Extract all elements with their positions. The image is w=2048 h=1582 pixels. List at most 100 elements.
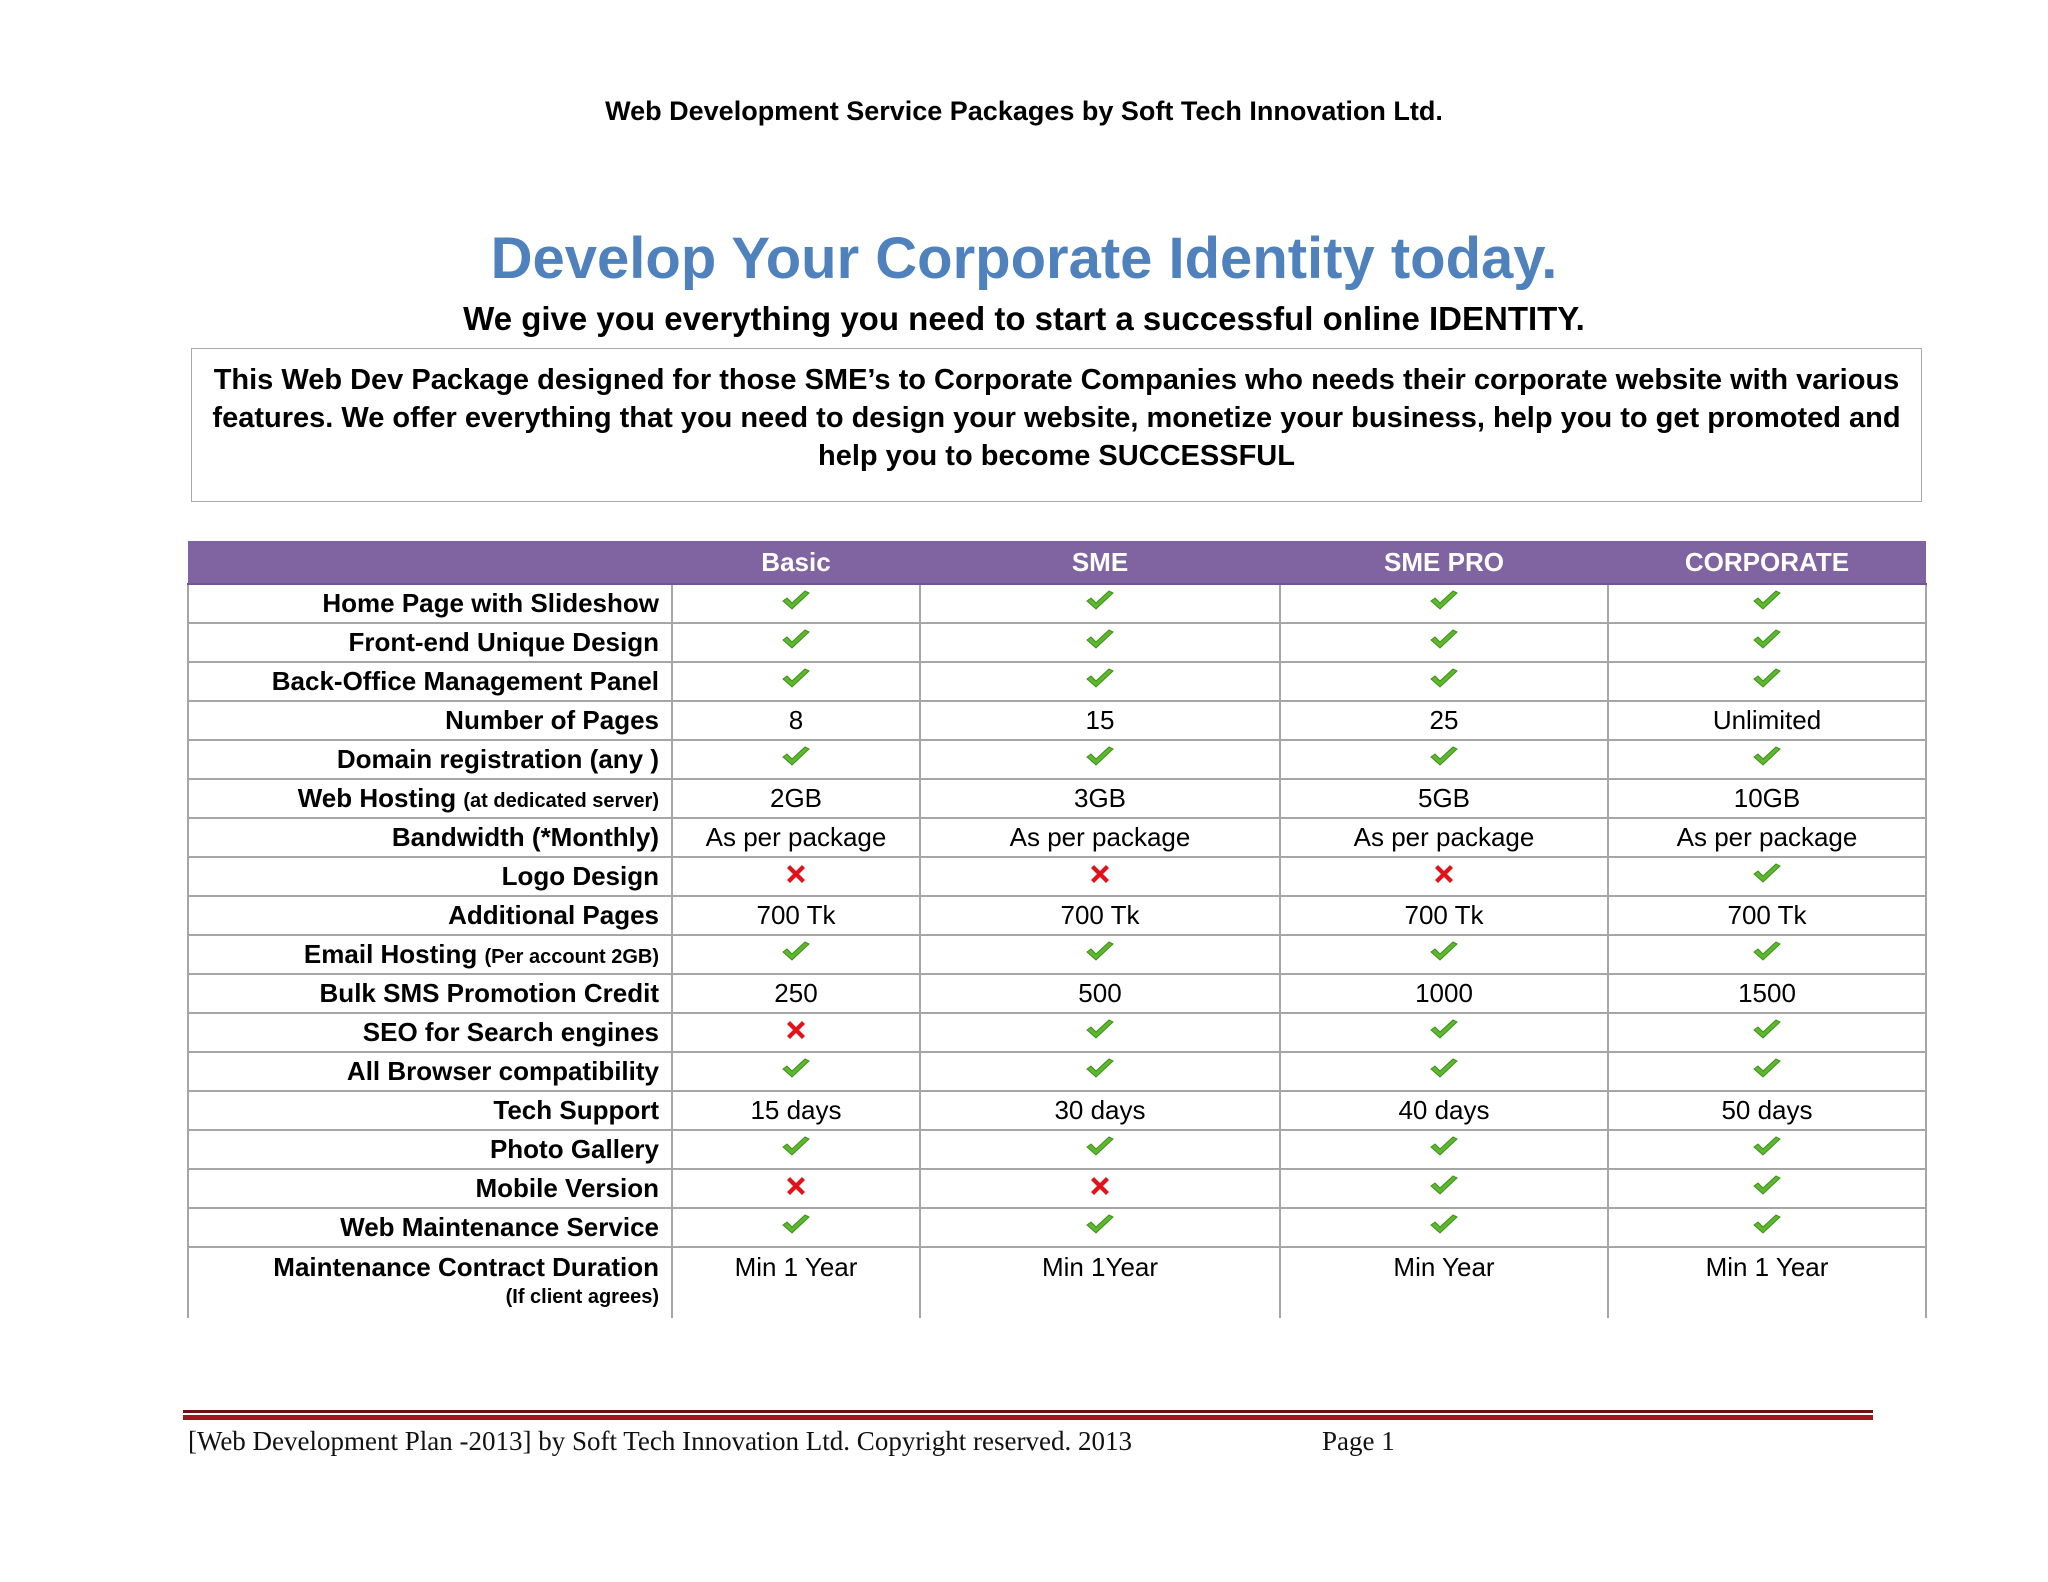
- package-value: Min 1Year: [919, 1246, 1281, 1318]
- cross-icon: [1088, 862, 1112, 893]
- feature-label: Front-end Unique Design: [187, 622, 673, 663]
- package-cell: [1607, 1129, 1927, 1170]
- package-cell: [671, 934, 921, 975]
- checkmark-icon: [1085, 1213, 1115, 1244]
- package-cell: [919, 1051, 1281, 1092]
- feature-sub-label: (Per account 2GB): [484, 946, 659, 968]
- feature-name: Web Hosting: [297, 783, 457, 813]
- feature-label: Maintenance Contract Duration (If client …: [187, 1246, 673, 1318]
- package-cell: [919, 1012, 1281, 1053]
- package-value: As per package: [1607, 817, 1927, 858]
- page-headline: Develop Your Corporate Identity today.: [490, 226, 1558, 291]
- feature-name: Web Maintenance Service: [340, 1212, 659, 1242]
- checkmark-icon: [1429, 589, 1459, 620]
- feature-label: Home Page with Slideshow: [187, 583, 673, 624]
- feature-label: Photo Gallery: [187, 1129, 673, 1170]
- feature-name: SEO for Search engines: [362, 1017, 659, 1047]
- column-header-basic: Basic: [672, 541, 920, 585]
- checkmark-icon: [1085, 1018, 1115, 1049]
- package-cell: [1279, 1168, 1609, 1209]
- package-cell: [671, 583, 921, 624]
- package-cell: [919, 739, 1281, 780]
- cross-icon: [784, 1018, 808, 1049]
- feature-label: Web Maintenance Service: [187, 1207, 673, 1248]
- table-row: Web Hosting (at dedicated server) 2GB 3GB 5…: [187, 778, 1927, 819]
- checkmark-icon: [1752, 1057, 1782, 1088]
- feature-label: Mobile Version: [187, 1168, 673, 1209]
- checkmark-icon: [1085, 745, 1115, 776]
- table-row: Web Maintenance Service: [187, 1207, 1927, 1248]
- package-cell: [1607, 1168, 1927, 1209]
- package-cell: [671, 622, 921, 663]
- table-row: Additional Pages 700 Tk 700 Tk 700 Tk 700 Tk: [187, 895, 1927, 936]
- checkmark-icon: [1752, 589, 1782, 620]
- feature-label: Additional Pages: [187, 895, 673, 936]
- feature-label: All Browser compatibility: [187, 1051, 673, 1092]
- checkmark-icon: [1752, 1174, 1782, 1205]
- checkmark-icon: [1085, 1057, 1115, 1088]
- package-value: As per package: [919, 817, 1281, 858]
- table-row: Front-end Unique Design: [187, 622, 1927, 663]
- feature-name: Bandwidth (*Monthly): [391, 822, 659, 852]
- package-value: 700 Tk: [1607, 895, 1927, 936]
- cross-icon: [1432, 862, 1456, 893]
- feature-name: Logo Design: [501, 861, 659, 891]
- checkmark-icon: [1752, 1018, 1782, 1049]
- checkmark-icon: [781, 1135, 811, 1166]
- package-value: 15 days: [671, 1090, 921, 1131]
- column-header-sme-pro: SME PRO: [1280, 541, 1608, 585]
- package-cell: [1279, 856, 1609, 897]
- checkmark-icon: [1752, 745, 1782, 776]
- package-cell: [1607, 856, 1927, 897]
- package-value: 15: [919, 700, 1281, 741]
- intro-box: This Web Dev Package designed for those …: [191, 348, 1922, 502]
- package-cell: [919, 856, 1281, 897]
- table-row: Photo Gallery: [187, 1129, 1927, 1170]
- feature-label: Bulk SMS Promotion Credit: [187, 973, 673, 1014]
- package-value: As per package: [1279, 817, 1609, 858]
- checkmark-icon: [1429, 1174, 1459, 1205]
- checkmark-icon: [1429, 1018, 1459, 1049]
- package-value: 3GB: [919, 778, 1281, 819]
- package-cell: [919, 583, 1281, 624]
- table-body: Home Page with Slideshow Front-end Unique…: [187, 583, 1927, 1318]
- feature-name: Domain registration (any ): [336, 744, 659, 774]
- feature-name: Tech Support: [493, 1095, 659, 1125]
- package-cell: [1607, 1012, 1927, 1053]
- package-value: 25: [1279, 700, 1609, 741]
- checkmark-icon: [1752, 862, 1782, 893]
- table-row: Tech Support 15 days 30 days 40 days 50 days: [187, 1090, 1927, 1131]
- checkmark-icon: [1752, 1213, 1782, 1244]
- package-table: Basic SME SME PRO CORPORATE Home Page wi…: [187, 541, 1927, 1318]
- checkmark-icon: [781, 1057, 811, 1088]
- feature-sub-label: (at dedicated server): [463, 790, 659, 812]
- checkmark-icon: [1085, 667, 1115, 698]
- package-cell: [1279, 622, 1609, 663]
- cross-icon: [1088, 1174, 1112, 1205]
- package-cell: [1279, 583, 1609, 624]
- table-row: Domain registration (any ): [187, 739, 1927, 780]
- checkmark-icon: [1429, 1135, 1459, 1166]
- checkmark-icon: [1429, 745, 1459, 776]
- checkmark-icon: [1752, 667, 1782, 698]
- table-row: Mobile Version: [187, 1168, 1927, 1209]
- package-cell: [1279, 934, 1609, 975]
- footer-text: [Web Development Plan -2013] by Soft Tec…: [188, 1426, 1132, 1456]
- package-cell: [919, 934, 1281, 975]
- package-cell: [1607, 934, 1927, 975]
- package-value: 1500: [1607, 973, 1927, 1014]
- package-cell: [919, 1207, 1281, 1248]
- checkmark-icon: [1429, 628, 1459, 659]
- package-value: 500: [919, 973, 1281, 1014]
- package-value: 700 Tk: [671, 895, 921, 936]
- package-cell: [671, 1129, 921, 1170]
- package-value: 700 Tk: [1279, 895, 1609, 936]
- package-cell: [671, 856, 921, 897]
- package-value: 50 days: [1607, 1090, 1927, 1131]
- feature-label: Back-Office Management Panel: [187, 661, 673, 702]
- feature-name: Email Hosting: [303, 939, 478, 969]
- package-value: 1000: [1279, 973, 1609, 1014]
- table-row: Home Page with Slideshow: [187, 583, 1927, 624]
- feature-label: Number of Pages: [187, 700, 673, 741]
- checkmark-icon: [1752, 628, 1782, 659]
